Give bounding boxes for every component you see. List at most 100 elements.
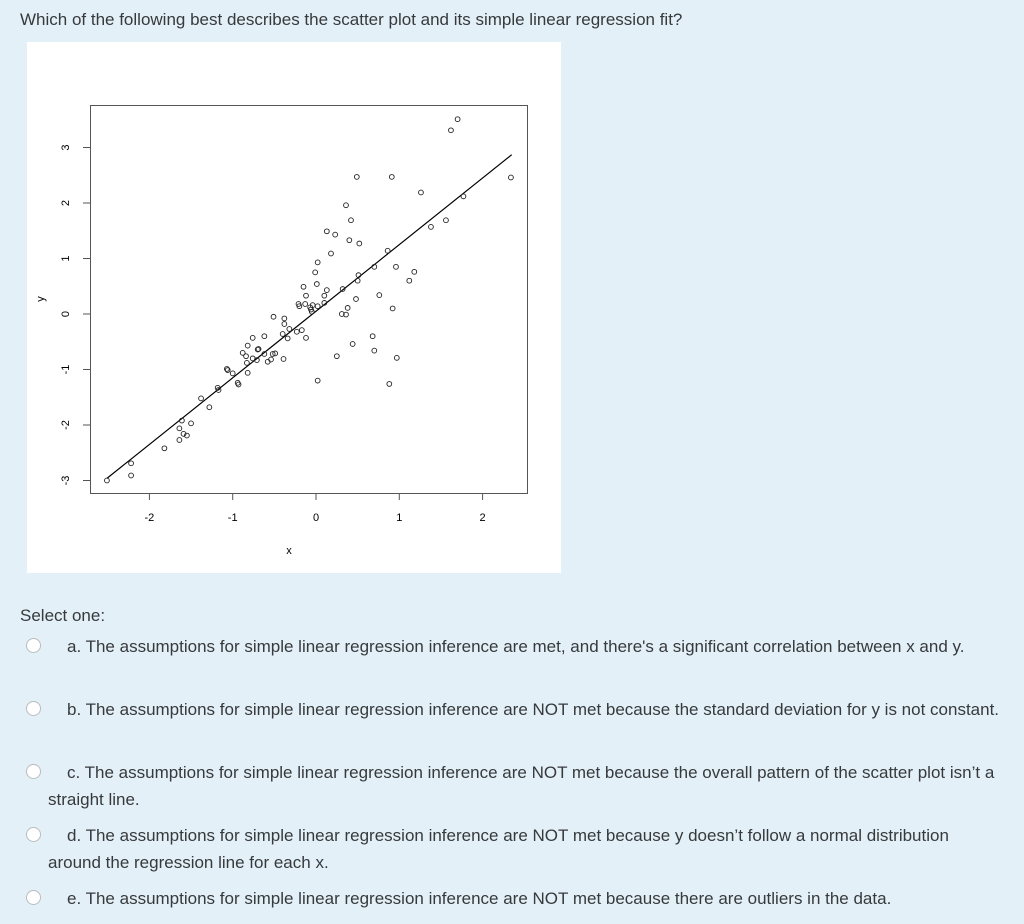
scatter-point (321, 292, 328, 299)
scatter-point (244, 369, 251, 376)
scatter-point (128, 472, 134, 479)
scatter-point (179, 417, 185, 424)
scatter-point (255, 346, 262, 352)
scatter-point (303, 292, 309, 299)
question-text: Which of the following best describes th… (20, 10, 683, 29)
scatter-point (312, 269, 319, 276)
scatter-point (261, 351, 268, 357)
y-tick-label: -3 (60, 476, 72, 486)
option-d[interactable]: d. The assumptions for simple linear reg… (26, 822, 1006, 876)
scatter-point (272, 350, 279, 357)
x-tick-label: -2 (145, 512, 155, 524)
option-c[interactable]: c. The assumptions for simple linear reg… (26, 759, 1006, 813)
scatter-point (244, 342, 251, 349)
x-tick-label: 0 (313, 512, 319, 524)
scatter-point (176, 425, 183, 432)
scatter-point (296, 303, 303, 310)
scatter-point (454, 116, 461, 123)
y-tick-label: -2 (60, 420, 72, 430)
y-tick-label: 2 (60, 200, 72, 206)
scatter-point (281, 315, 288, 322)
scatter-point (349, 341, 356, 347)
radio-option-b[interactable] (26, 701, 41, 716)
scatter-point (418, 189, 424, 196)
scatter-point (176, 437, 183, 443)
scatter-point (323, 228, 330, 235)
scatter-point (343, 311, 349, 318)
scatter-point (270, 313, 277, 320)
option-b[interactable]: b. The assumptions for simple linear reg… (26, 696, 1006, 723)
scatter-point (206, 404, 213, 411)
y-tick-label: 1 (60, 255, 72, 261)
scatter-point (239, 350, 246, 356)
x-tick-label: 2 (480, 512, 486, 524)
select-one-label: Select one: (20, 606, 106, 625)
radio-option-c[interactable] (26, 764, 41, 779)
scatter-point (348, 217, 354, 224)
scatter-point (314, 259, 321, 266)
scatter-point (235, 381, 242, 388)
scatter-point (313, 281, 320, 287)
scatter-point (284, 335, 291, 342)
plot-frame (90, 105, 528, 494)
y-axis: -3 -2 -1 0 1 2 3 (60, 144, 91, 485)
x-axis-label: x (286, 545, 292, 557)
scatter-point (332, 231, 339, 238)
y-tick-label: 3 (60, 144, 72, 150)
scatter-point (308, 308, 315, 315)
scatter-point (254, 357, 260, 363)
scatter-point (281, 321, 288, 327)
scatter-point (314, 303, 321, 310)
scatter-point (314, 377, 321, 384)
scatter-point (279, 331, 286, 337)
scatter-point (346, 237, 353, 244)
option-d-label[interactable]: d. The assumptions for simple linear reg… (48, 826, 949, 872)
scatter-point (428, 224, 434, 230)
scatter-point (386, 381, 393, 387)
option-c-label[interactable]: c. The assumptions for simple linear reg… (48, 763, 995, 809)
scatter-point (354, 277, 361, 284)
option-e-label[interactable]: e. The assumptions for simple linear reg… (67, 889, 892, 908)
option-a[interactable]: a. The assumptions for simple linear reg… (26, 633, 1006, 660)
scatter-point (343, 202, 349, 209)
scatter-point (280, 356, 287, 362)
scatter-point (371, 263, 378, 270)
scatter-point (303, 335, 309, 341)
scatter-point (300, 283, 307, 290)
regression-line (106, 154, 513, 479)
scatter-point (333, 353, 340, 360)
scatter-point (353, 174, 360, 180)
scatter-point (328, 250, 334, 257)
scatter-point (269, 351, 276, 357)
scatter-point (243, 353, 249, 360)
scatter-point (104, 477, 110, 484)
scatter-point (188, 420, 194, 427)
scatter-point (369, 333, 376, 340)
option-a-label[interactable]: a. The assumptions for simple linear reg… (67, 637, 965, 656)
y-tick-label: -1 (60, 365, 72, 375)
scatter-point (286, 326, 293, 332)
scatter-point (388, 174, 395, 180)
scatter-point (389, 305, 396, 312)
radio-option-e[interactable] (26, 890, 41, 905)
scatter-point (406, 277, 413, 284)
radio-option-d[interactable] (26, 827, 41, 842)
scatter-point (384, 247, 391, 254)
x-axis: -2 -1 0 1 2 (145, 493, 486, 524)
scatter-point (321, 300, 328, 306)
scatter-point (298, 327, 305, 333)
scatter-point (376, 292, 383, 298)
option-e[interactable]: e. The assumptions for simple linear reg… (26, 885, 1006, 912)
scatter-point (411, 268, 418, 275)
option-b-label[interactable]: b. The assumptions for simple linear reg… (67, 700, 1000, 719)
scatter-point (161, 445, 168, 452)
plot-marks (104, 116, 514, 484)
scatter-point (224, 367, 231, 373)
radio-option-a[interactable] (26, 638, 41, 653)
scatter-point (215, 387, 222, 393)
scatter-point (339, 286, 346, 292)
scatter-point (323, 287, 330, 293)
scatter-point (355, 272, 362, 279)
scatter-point (344, 305, 351, 311)
scatter-plot-figure: -2 -1 0 1 2 -3 -2 -1 0 1 2 3 x y (27, 42, 561, 573)
